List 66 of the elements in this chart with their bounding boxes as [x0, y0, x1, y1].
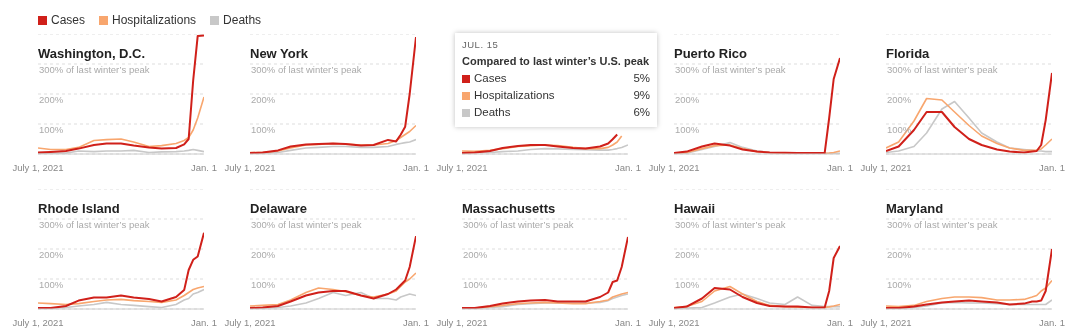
y-tick-label: 100%	[251, 124, 276, 135]
annotation: Compared to last winter’s U.S. peak	[462, 55, 650, 67]
y-tick-label: 300% of last winter’s peak	[39, 64, 150, 75]
y-tick-label: 300% of last winter’s peak	[887, 219, 998, 230]
x-tick-label: July 1, 2021	[436, 162, 488, 173]
x-tick-label: July 1, 2021	[12, 162, 64, 173]
y-tick-label: 300% of last winter’s peak	[675, 64, 786, 75]
x-tick-label: Jan. 1	[615, 317, 641, 328]
x-tick-label: July 1, 2021	[436, 317, 488, 328]
legend-label: Hospitalizations	[474, 88, 556, 103]
text: Maryland	[886, 201, 944, 216]
x-tick-label: Jan. 1	[191, 317, 217, 328]
y-tick-label: 200%	[251, 94, 276, 105]
text: New York	[250, 46, 309, 61]
legend-label: Deaths	[222, 13, 262, 27]
y-tick-label: 100%	[675, 124, 700, 135]
y-tick-label: 100%	[39, 279, 64, 290]
text: 6%	[633, 105, 650, 120]
x-tick-label: July 1, 2021	[224, 162, 276, 173]
y-tick-label: 200%	[463, 249, 488, 260]
x-tick-label: Jan. 1	[1039, 162, 1065, 173]
x-tick-label: Jan. 1	[827, 317, 853, 328]
y-tick-label: 200%	[39, 94, 64, 105]
y-tick-label: 100%	[251, 279, 276, 290]
text: Washington, D.C.	[38, 46, 146, 61]
x-tick-label: Jan. 1	[403, 317, 429, 328]
x-tick-label: Jan. 1	[827, 162, 853, 173]
x-tick-label: Jan. 1	[615, 162, 641, 173]
x-tick-label: July 1, 2021	[860, 317, 912, 328]
y-tick-label: 200%	[675, 94, 700, 105]
text: Florida	[886, 46, 930, 61]
x-tick-label: Jan. 1	[191, 162, 217, 173]
y-tick-label: 100%	[463, 279, 488, 290]
x-tick-label: July 1, 2021	[12, 317, 64, 328]
text: Rhode Island	[38, 201, 120, 216]
y-tick-label: 300% of last winter’s peak	[39, 219, 150, 230]
text: Hawaii	[674, 201, 716, 216]
y-tick-label: 200%	[887, 94, 912, 105]
legend-label: Cases	[50, 13, 86, 27]
legend-label: Hospitalizations	[111, 13, 197, 27]
x-tick-label: Jan. 1	[403, 162, 429, 173]
x-tick-label: July 1, 2021	[224, 317, 276, 328]
legend-label: Deaths	[474, 105, 512, 120]
text: Delaware	[250, 201, 308, 216]
x-tick-label: July 1, 2021	[648, 162, 700, 173]
annotation: JUL. 15	[462, 39, 500, 52]
text: Puerto Rico	[674, 46, 747, 61]
text: 5%	[633, 71, 650, 86]
y-tick-label: 300% of last winter’s peak	[251, 64, 362, 75]
y-tick-label: 200%	[675, 249, 700, 260]
x-tick-label: Jan. 1	[1039, 317, 1065, 328]
text: 9%	[633, 88, 650, 103]
legend-label: Cases	[474, 71, 508, 86]
y-tick-label: 300% of last winter’s peak	[251, 219, 362, 230]
y-tick-label: 100%	[39, 124, 64, 135]
y-tick-label: 200%	[39, 249, 64, 260]
x-tick-label: July 1, 2021	[860, 162, 912, 173]
x-tick-label: July 1, 2021	[648, 317, 700, 328]
y-tick-label: 200%	[887, 249, 912, 260]
text: Massachusetts	[462, 201, 556, 216]
y-tick-label: 300% of last winter’s peak	[675, 219, 786, 230]
y-tick-label: 100%	[675, 279, 700, 290]
y-tick-label: 300% of last winter’s peak	[463, 219, 574, 230]
y-tick-label: 200%	[251, 249, 276, 260]
y-tick-label: 100%	[887, 279, 912, 290]
y-tick-label: 300% of last winter’s peak	[887, 64, 998, 75]
